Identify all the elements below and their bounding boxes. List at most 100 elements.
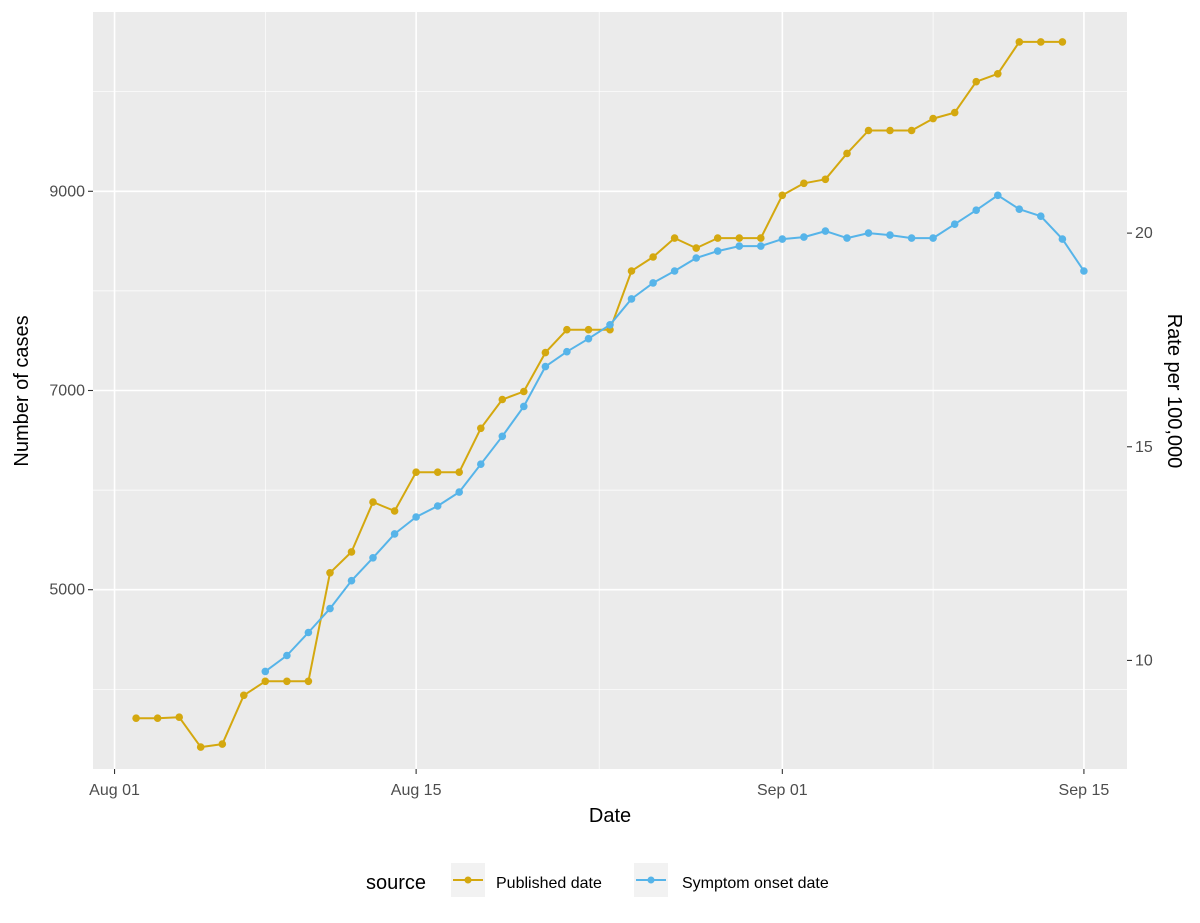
data-point-symptom-onset-date — [283, 651, 291, 660]
legend: source Published date Symptom onset date — [366, 863, 829, 897]
data-point-symptom-onset-date — [886, 231, 894, 239]
y-tick-label: 5000 — [49, 582, 85, 599]
data-point-symptom-onset-date — [713, 247, 722, 255]
data-point-published-date — [627, 267, 636, 275]
data-point-published-date — [326, 569, 334, 577]
data-point-published-date — [972, 77, 980, 86]
data-point-symptom-onset-date — [1080, 267, 1088, 275]
data-point-symptom-onset-date — [412, 513, 420, 521]
data-point-symptom-onset-date — [972, 206, 980, 214]
data-point-symptom-onset-date — [692, 254, 700, 262]
data-point-symptom-onset-date — [1058, 235, 1067, 243]
data-point-symptom-onset-date — [670, 267, 679, 275]
data-point-published-date — [369, 498, 377, 506]
data-point-symptom-onset-date — [735, 242, 744, 250]
x-axis: Aug 01 Aug 15 Sep 01 Sep 15 — [89, 769, 1109, 799]
data-point-symptom-onset-date — [326, 604, 334, 613]
data-point-published-date — [886, 126, 894, 135]
data-point-published-date — [713, 234, 722, 242]
data-point-published-date — [261, 677, 270, 686]
data-point-published-date — [1037, 38, 1045, 46]
data-point-published-date — [843, 149, 851, 158]
data-point-published-date — [455, 468, 464, 477]
data-point-symptom-onset-date — [563, 347, 571, 356]
data-point-symptom-onset-date — [907, 234, 916, 242]
data-point-published-date — [132, 714, 140, 722]
data-point-published-date — [1058, 38, 1067, 46]
data-point-symptom-onset-date — [821, 227, 830, 235]
y-tick-label: 7000 — [49, 383, 85, 400]
data-point-symptom-onset-date — [606, 321, 614, 329]
data-point-symptom-onset-date — [1015, 205, 1024, 213]
data-point-symptom-onset-date — [1037, 212, 1045, 220]
data-point-symptom-onset-date — [390, 530, 399, 538]
data-point-symptom-onset-date — [950, 220, 959, 228]
data-point-published-date — [347, 548, 356, 556]
data-point-published-date — [757, 234, 765, 242]
data-point-published-date — [283, 677, 291, 686]
data-point-published-date — [907, 126, 916, 135]
data-point-symptom-onset-date — [800, 233, 808, 241]
data-point-published-date — [433, 468, 442, 477]
data-point-symptom-onset-date — [649, 279, 657, 287]
data-point-published-date — [1015, 38, 1024, 46]
data-point-symptom-onset-date — [304, 628, 313, 637]
y-axis-right: 10 15 20 — [1127, 225, 1153, 669]
legend-marker-published — [464, 876, 472, 884]
data-point-published-date — [735, 234, 744, 242]
data-point-symptom-onset-date — [369, 554, 377, 562]
data-point-symptom-onset-date — [455, 488, 464, 496]
x-tick-label: Aug 15 — [391, 782, 442, 799]
y-axis-left: 5000 7000 9000 — [49, 183, 93, 599]
y2-tick-label: 15 — [1135, 439, 1153, 456]
x-tick-label: Sep 01 — [757, 782, 808, 799]
data-point-symptom-onset-date — [929, 234, 937, 242]
data-point-symptom-onset-date — [994, 191, 1002, 200]
data-point-published-date — [520, 387, 528, 396]
data-point-symptom-onset-date — [261, 667, 270, 676]
legend-label-symptom: Symptom onset date — [682, 875, 829, 892]
legend-title: source — [366, 872, 426, 894]
data-point-published-date — [778, 191, 787, 200]
data-point-published-date — [304, 677, 313, 686]
data-point-published-date — [153, 714, 162, 722]
data-point-published-date — [541, 348, 550, 357]
data-point-symptom-onset-date — [757, 242, 765, 250]
data-point-symptom-onset-date — [627, 295, 636, 303]
data-point-published-date — [498, 395, 507, 404]
data-point-symptom-onset-date — [433, 502, 442, 510]
data-point-symptom-onset-date — [864, 229, 873, 237]
y2-tick-label: 10 — [1135, 652, 1153, 669]
data-point-published-date — [929, 114, 937, 123]
x-tick-label: Aug 01 — [89, 782, 140, 799]
data-point-published-date — [649, 253, 657, 261]
y-axis-title: Number of cases — [11, 315, 33, 466]
data-point-symptom-onset-date — [520, 402, 528, 411]
data-point-published-date — [477, 424, 485, 433]
data-point-symptom-onset-date — [347, 576, 356, 585]
y2-tick-label: 20 — [1135, 225, 1153, 242]
data-point-symptom-onset-date — [584, 334, 593, 343]
data-point-published-date — [390, 507, 399, 515]
data-point-published-date — [240, 691, 248, 700]
data-point-published-date — [412, 468, 420, 477]
data-point-published-date — [670, 234, 679, 242]
data-point-symptom-onset-date — [778, 235, 787, 243]
data-point-published-date — [563, 325, 571, 334]
data-point-published-date — [994, 70, 1002, 78]
data-point-published-date — [692, 244, 700, 252]
data-point-published-date — [864, 126, 873, 135]
data-point-published-date — [950, 108, 959, 117]
y2-axis-title: Rate per 100,000 — [1163, 314, 1185, 469]
data-point-published-date — [175, 713, 183, 721]
major-gridlines — [93, 12, 1127, 769]
legend-marker-symptom — [647, 876, 655, 884]
y-tick-label: 9000 — [49, 183, 85, 200]
data-point-published-date — [821, 175, 830, 184]
data-point-published-date — [584, 325, 593, 334]
x-tick-label: Sep 15 — [1059, 782, 1110, 799]
data-point-published-date — [800, 179, 808, 188]
data-point-symptom-onset-date — [843, 234, 851, 242]
data-point-symptom-onset-date — [541, 362, 550, 371]
